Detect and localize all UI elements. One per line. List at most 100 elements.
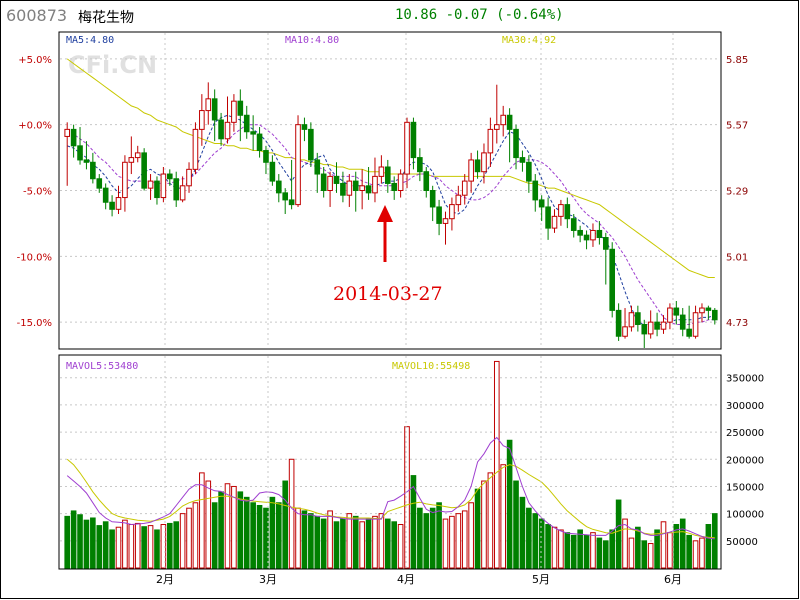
- volume-tick: 250000: [726, 428, 764, 439]
- month-axis: 2月 3月 4月 5月 6月: [156, 356, 682, 586]
- volume-bar: [397, 524, 404, 569]
- candle-body: [308, 128, 314, 161]
- volume-bar: [263, 507, 269, 569]
- volume-bar: [519, 496, 526, 569]
- volume-bar: [474, 488, 481, 569]
- legend-mavol10: MAVOL10:55498: [392, 361, 470, 372]
- volume-bar: [635, 526, 641, 569]
- candle-body: [538, 199, 545, 208]
- price-axis-right: 5.85 5.57 5.29 5.01 4.73: [726, 55, 748, 329]
- candle-body: [359, 185, 365, 191]
- volume-bar: [558, 529, 564, 569]
- volume-bar: [128, 524, 135, 569]
- candle-body: [301, 124, 308, 130]
- candle-body: [327, 175, 333, 192]
- candle-body: [102, 187, 109, 203]
- volume-bar: [647, 543, 654, 569]
- candle-body: [218, 119, 224, 140]
- volume-tick: 50000: [726, 537, 758, 548]
- volume-bar: [96, 525, 103, 569]
- candle-body: [243, 114, 250, 133]
- candle-body: [506, 114, 513, 130]
- candle-body: [711, 309, 718, 321]
- volume-bar: [622, 518, 628, 569]
- candle-body: [122, 161, 128, 199]
- volume-bar: [410, 475, 417, 569]
- volume-bar: [231, 485, 237, 569]
- candle-body: [500, 114, 507, 126]
- candle-body: [179, 185, 186, 201]
- volume-bar: [570, 534, 577, 569]
- candle-body: [679, 314, 686, 330]
- candle-body: [154, 180, 160, 199]
- candle-body: [635, 312, 641, 325]
- volume-bar: [109, 529, 115, 569]
- month-tick-label: 2月: [156, 573, 174, 586]
- candle-body: [410, 121, 417, 159]
- volume-legend: MAVOL5:53480 MAVOL10:55498: [66, 361, 470, 372]
- candle-body: [134, 152, 141, 159]
- candle-body: [231, 100, 237, 123]
- month-tick-label: 4月: [397, 573, 415, 586]
- volume-bar: [250, 502, 256, 569]
- volume-bar: [199, 472, 205, 569]
- candle-body: [282, 192, 289, 201]
- candle-body: [205, 98, 212, 112]
- candle-body: [295, 124, 301, 206]
- volume-bar: [340, 518, 346, 569]
- annotation-date: 2014-03-27: [333, 283, 443, 305]
- price-tick-right: 5.57: [726, 121, 748, 132]
- price-axis-left: +5.0% +0.0% -5.0% -10.0% -15.0%: [17, 55, 52, 329]
- volume-bar: [186, 507, 192, 569]
- annotation-arrow-head: [377, 205, 393, 222]
- candle-body: [583, 234, 590, 241]
- legend-ma10: MA10:4.80: [285, 35, 339, 46]
- legend-ma5: MA5:4.80: [66, 35, 114, 46]
- legend-mavol5: MAVOL5:53480: [66, 361, 138, 372]
- volume-tick: 100000: [726, 510, 764, 521]
- volume-bar: [147, 525, 154, 569]
- candle-body: [474, 159, 481, 173]
- candle-body: [404, 121, 410, 175]
- volume-bar: [711, 513, 718, 569]
- volume-bar: [699, 537, 705, 569]
- candlesticks: [64, 82, 718, 348]
- mavol5-line: [66, 436, 715, 540]
- volume-bar: [442, 518, 449, 569]
- volume-bar: [359, 521, 365, 569]
- volume-bar: [134, 522, 141, 569]
- candle-body: [461, 180, 468, 196]
- candle-body: [320, 173, 327, 191]
- volume-bar: [641, 540, 648, 569]
- stock-name: 梅花生物: [78, 10, 134, 26]
- volume-bar: [692, 540, 699, 569]
- candle-body: [660, 321, 667, 330]
- candle-body: [346, 180, 353, 196]
- volume-bar: [679, 518, 686, 569]
- volume-bar: [506, 439, 513, 569]
- volume-bar: [333, 521, 340, 569]
- annotation: 2014-03-27: [333, 205, 443, 305]
- candle-body: [686, 328, 692, 337]
- candle-body: [551, 215, 558, 229]
- volume-tick: 200000: [726, 455, 764, 466]
- volume-bar: [468, 502, 474, 569]
- candle-body: [423, 171, 430, 191]
- candle-body: [141, 152, 147, 189]
- volume-bar: [455, 513, 462, 569]
- candle-body: [166, 173, 173, 180]
- candle-body: [429, 190, 436, 208]
- percent-tick-left: -5.0%: [23, 187, 52, 198]
- volume-axis-right: 350000 300000 250000 200000 150000 100000 5000…: [726, 374, 764, 548]
- candle-body: [705, 307, 712, 311]
- candle-body: [532, 180, 539, 201]
- volume-tick: 300000: [726, 401, 764, 412]
- volume-bar: [192, 502, 199, 569]
- candle-body: [481, 152, 487, 173]
- volume-bar: [564, 532, 571, 569]
- candle-body: [90, 161, 96, 180]
- volume-bar: [154, 529, 160, 569]
- volume-bar: [64, 515, 71, 569]
- volume-bar: [372, 515, 378, 569]
